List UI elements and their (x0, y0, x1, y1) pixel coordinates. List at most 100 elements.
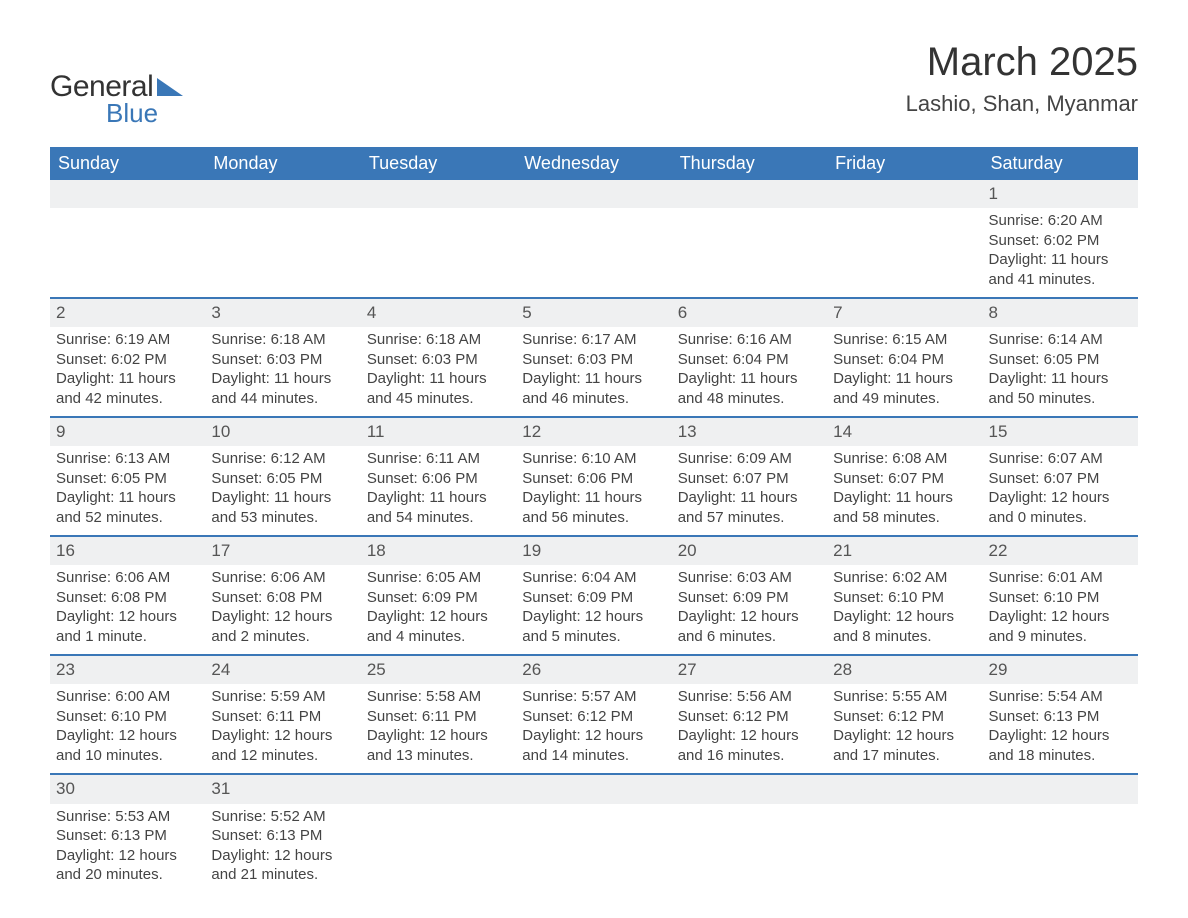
daylight-text: Daylight: 12 hours and 9 minutes. (989, 607, 1130, 646)
day-content-cell: Sunrise: 6:11 AMSunset: 6:06 PMDaylight:… (361, 446, 516, 536)
day-content-cell: Sunrise: 6:01 AMSunset: 6:10 PMDaylight:… (983, 565, 1138, 655)
daylight-text: Daylight: 12 hours and 18 minutes. (989, 726, 1130, 765)
daylight-text: Daylight: 11 hours and 56 minutes. (522, 488, 663, 527)
day-content-cell: Sunrise: 5:59 AMSunset: 6:11 PMDaylight:… (205, 684, 360, 774)
weekday-header: Sunday (50, 147, 205, 180)
day-content-cell: Sunrise: 6:19 AMSunset: 6:02 PMDaylight:… (50, 327, 205, 417)
day-content-cell (827, 804, 982, 893)
day-content-cell: Sunrise: 6:12 AMSunset: 6:05 PMDaylight:… (205, 446, 360, 536)
daylight-text: Daylight: 11 hours and 54 minutes. (367, 488, 508, 527)
sunrise-text: Sunrise: 6:07 AM (989, 449, 1130, 469)
sunrise-text: Sunrise: 6:20 AM (989, 211, 1130, 231)
day-number-cell: 12 (516, 417, 671, 446)
sunset-text: Sunset: 6:02 PM (989, 231, 1130, 251)
daylight-text: Daylight: 12 hours and 17 minutes. (833, 726, 974, 765)
day-content-cell (205, 208, 360, 298)
sunset-text: Sunset: 6:03 PM (522, 350, 663, 370)
page-subtitle: Lashio, Shan, Myanmar (906, 91, 1138, 117)
sunset-text: Sunset: 6:11 PM (211, 707, 352, 727)
sunrise-text: Sunrise: 6:00 AM (56, 687, 197, 707)
day-number-cell: 23 (50, 655, 205, 684)
calendar-body: 1Sunrise: 6:20 AMSunset: 6:02 PMDaylight… (50, 180, 1138, 893)
day-content-cell: Sunrise: 6:15 AMSunset: 6:04 PMDaylight:… (827, 327, 982, 417)
day-content-cell: Sunrise: 5:54 AMSunset: 6:13 PMDaylight:… (983, 684, 1138, 774)
day-number-cell: 26 (516, 655, 671, 684)
daylight-text: Daylight: 11 hours and 52 minutes. (56, 488, 197, 527)
sunrise-text: Sunrise: 6:05 AM (367, 568, 508, 588)
sunset-text: Sunset: 6:04 PM (678, 350, 819, 370)
day-number-cell (516, 180, 671, 208)
weekday-header-row: Sunday Monday Tuesday Wednesday Thursday… (50, 147, 1138, 180)
day-content-cell (672, 208, 827, 298)
day-number-cell (827, 774, 982, 803)
sunrise-text: Sunrise: 6:06 AM (56, 568, 197, 588)
day-number-cell: 28 (827, 655, 982, 684)
daylight-text: Daylight: 11 hours and 41 minutes. (989, 250, 1130, 289)
sunset-text: Sunset: 6:06 PM (522, 469, 663, 489)
weekday-header: Tuesday (361, 147, 516, 180)
daylight-text: Daylight: 11 hours and 58 minutes. (833, 488, 974, 527)
daylight-text: Daylight: 11 hours and 49 minutes. (833, 369, 974, 408)
weekday-header: Friday (827, 147, 982, 180)
sunset-text: Sunset: 6:02 PM (56, 350, 197, 370)
day-content-cell: Sunrise: 6:17 AMSunset: 6:03 PMDaylight:… (516, 327, 671, 417)
day-number-cell: 30 (50, 774, 205, 803)
day-content-cell: Sunrise: 5:53 AMSunset: 6:13 PMDaylight:… (50, 804, 205, 893)
daylight-text: Daylight: 12 hours and 12 minutes. (211, 726, 352, 765)
sunset-text: Sunset: 6:10 PM (833, 588, 974, 608)
day-number-row: 9101112131415 (50, 417, 1138, 446)
sunrise-text: Sunrise: 6:17 AM (522, 330, 663, 350)
day-content-cell: Sunrise: 6:08 AMSunset: 6:07 PMDaylight:… (827, 446, 982, 536)
day-number-row: 3031 (50, 774, 1138, 803)
day-content-cell: Sunrise: 5:56 AMSunset: 6:12 PMDaylight:… (672, 684, 827, 774)
sunrise-text: Sunrise: 6:04 AM (522, 568, 663, 588)
day-content-cell (983, 804, 1138, 893)
sunset-text: Sunset: 6:09 PM (522, 588, 663, 608)
day-content-cell: Sunrise: 5:58 AMSunset: 6:11 PMDaylight:… (361, 684, 516, 774)
day-number-cell: 24 (205, 655, 360, 684)
sunrise-text: Sunrise: 6:02 AM (833, 568, 974, 588)
day-number-cell (361, 180, 516, 208)
day-content-cell: Sunrise: 6:06 AMSunset: 6:08 PMDaylight:… (205, 565, 360, 655)
weekday-header: Saturday (983, 147, 1138, 180)
day-content-cell: Sunrise: 6:05 AMSunset: 6:09 PMDaylight:… (361, 565, 516, 655)
day-number-cell: 5 (516, 298, 671, 327)
day-number-cell (983, 774, 1138, 803)
sunrise-text: Sunrise: 5:54 AM (989, 687, 1130, 707)
sunset-text: Sunset: 6:11 PM (367, 707, 508, 727)
day-number-cell (205, 180, 360, 208)
day-content-cell: Sunrise: 6:02 AMSunset: 6:10 PMDaylight:… (827, 565, 982, 655)
daylight-text: Daylight: 12 hours and 1 minute. (56, 607, 197, 646)
page-title: March 2025 (906, 40, 1138, 85)
sunset-text: Sunset: 6:08 PM (211, 588, 352, 608)
daylight-text: Daylight: 11 hours and 57 minutes. (678, 488, 819, 527)
sunset-text: Sunset: 6:05 PM (989, 350, 1130, 370)
sunset-text: Sunset: 6:06 PM (367, 469, 508, 489)
day-number-cell (361, 774, 516, 803)
logo-triangle-icon (157, 78, 183, 96)
day-content-cell (827, 208, 982, 298)
daylight-text: Daylight: 11 hours and 53 minutes. (211, 488, 352, 527)
sunset-text: Sunset: 6:10 PM (56, 707, 197, 727)
sunrise-text: Sunrise: 6:16 AM (678, 330, 819, 350)
day-number-cell (50, 180, 205, 208)
sunset-text: Sunset: 6:07 PM (678, 469, 819, 489)
sunrise-text: Sunrise: 6:19 AM (56, 330, 197, 350)
daylight-text: Daylight: 12 hours and 4 minutes. (367, 607, 508, 646)
day-number-cell: 11 (361, 417, 516, 446)
day-content-cell: Sunrise: 6:18 AMSunset: 6:03 PMDaylight:… (361, 327, 516, 417)
day-content-cell (361, 208, 516, 298)
sunset-text: Sunset: 6:13 PM (211, 826, 352, 846)
sunset-text: Sunset: 6:05 PM (211, 469, 352, 489)
day-number-cell: 22 (983, 536, 1138, 565)
sunset-text: Sunset: 6:13 PM (56, 826, 197, 846)
day-content-cell: Sunrise: 6:06 AMSunset: 6:08 PMDaylight:… (50, 565, 205, 655)
day-content-row: Sunrise: 6:06 AM Sunset: 6:08 PM Daylight:… (50, 565, 1138, 655)
day-number-row: 16171819202122 (50, 536, 1138, 565)
sunrise-text: Sunrise: 6:12 AM (211, 449, 352, 469)
header: General Blue March 2025 Lashio, Shan, My… (50, 40, 1138, 129)
day-number-cell: 25 (361, 655, 516, 684)
daylight-text: Daylight: 12 hours and 14 minutes. (522, 726, 663, 765)
day-content-row: Sunrise: 6:00 AMSunset: 6:10 PM Daylight:… (50, 684, 1138, 774)
sunrise-text: Sunrise: 6:18 AM (211, 330, 352, 350)
